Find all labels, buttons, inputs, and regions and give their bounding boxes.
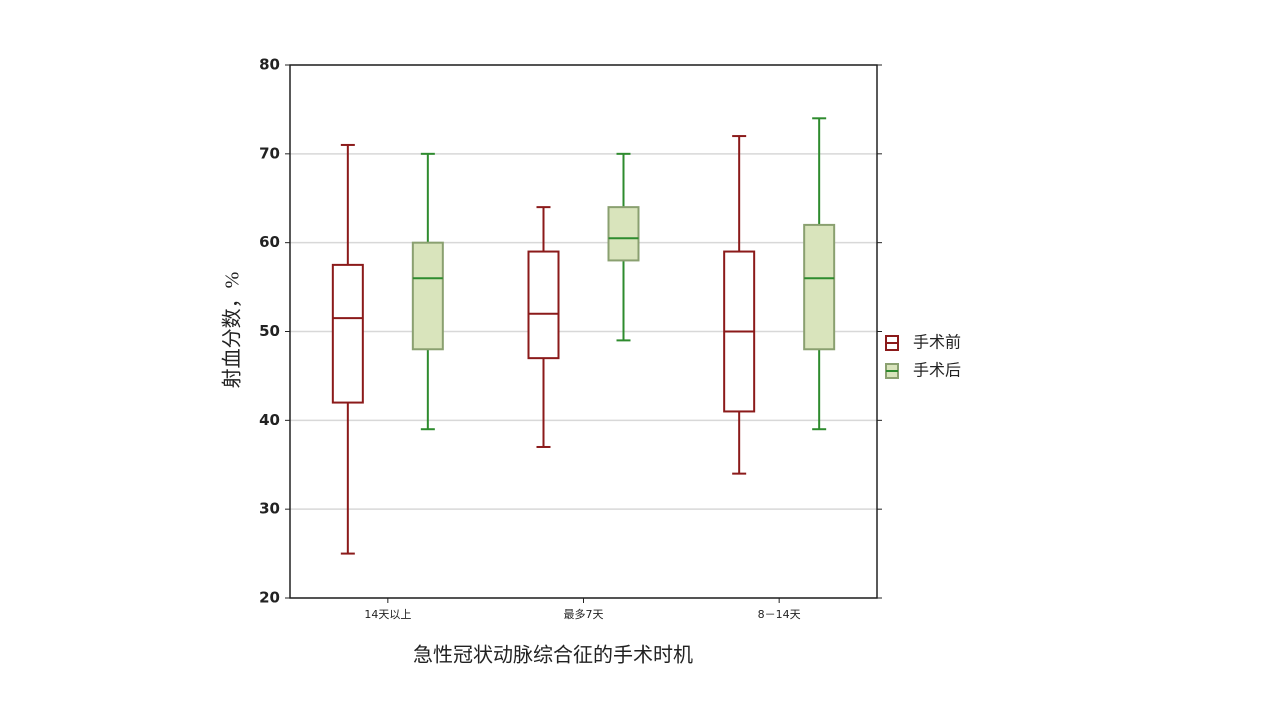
legend-label: 手术前 — [913, 333, 961, 352]
y-tick-label: 60 — [259, 233, 280, 251]
y-axis-label: 射血分数，% — [221, 272, 244, 389]
y-tick-label: 20 — [259, 589, 280, 607]
box — [331, 263, 364, 404]
box — [607, 206, 640, 262]
y-tick-label: 50 — [259, 322, 280, 340]
legend-label: 手术后 — [913, 361, 961, 380]
y-tick-label: 80 — [259, 56, 280, 74]
x-tick-label: 8－14天 — [758, 608, 801, 621]
x-tick-label: 14天以上 — [364, 608, 411, 621]
box — [803, 223, 836, 351]
x-tick-label: 最多7天 — [564, 607, 604, 621]
box — [527, 250, 560, 360]
box — [411, 241, 444, 351]
x-axis-label: 急性冠状动脉综合征的手术时机 — [413, 643, 693, 667]
y-tick-label: 30 — [259, 500, 280, 518]
y-tick-label: 70 — [259, 144, 280, 162]
y-tick-label: 40 — [259, 411, 280, 429]
